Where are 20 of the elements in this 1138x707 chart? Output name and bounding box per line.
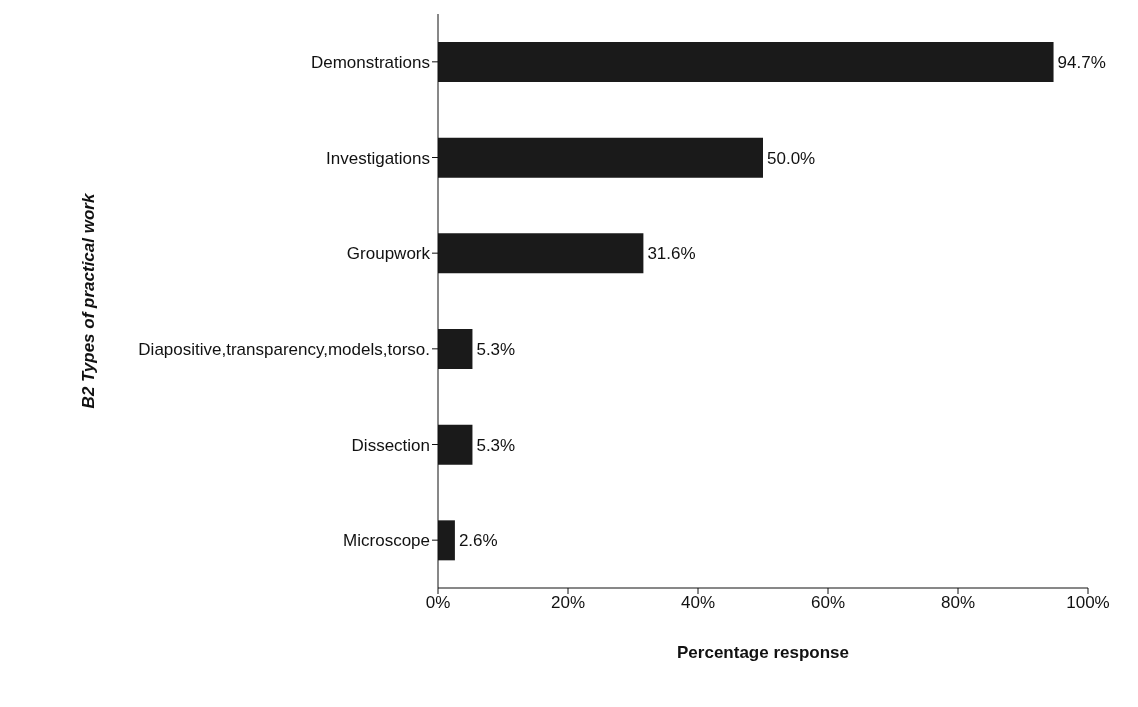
x-tick-label: 20% (550, 593, 586, 613)
y-tick-label: Microscope (343, 531, 430, 551)
y-tick-label: Dissection (351, 435, 430, 455)
data-label: 94.7% (1057, 53, 1106, 72)
x-tick-label: 60% (810, 593, 846, 613)
data-label: 5.3% (476, 435, 516, 455)
x-axis-title: Percentage response (677, 643, 849, 662)
x-tick-label: 80% (940, 593, 976, 613)
x-tick-label: 0% (425, 593, 451, 613)
x-tick-label: 40% (680, 593, 716, 613)
y-tick-label: Groupwork (346, 244, 431, 264)
data-label: 31.6% (647, 244, 696, 264)
x-tick-label: 100% (1066, 593, 1110, 613)
data-label: 2.6% (458, 531, 498, 551)
y-tick-label: Diapositive,transparency,models,torso. (138, 339, 430, 359)
y-tick-label: Demonstrations (310, 52, 430, 72)
y-tick-label: Investigations (326, 148, 430, 168)
data-label: 5.3% (476, 340, 516, 359)
data-label: 50.0% (767, 148, 816, 168)
y-axis-title: B2 Types of practical work (79, 192, 99, 409)
